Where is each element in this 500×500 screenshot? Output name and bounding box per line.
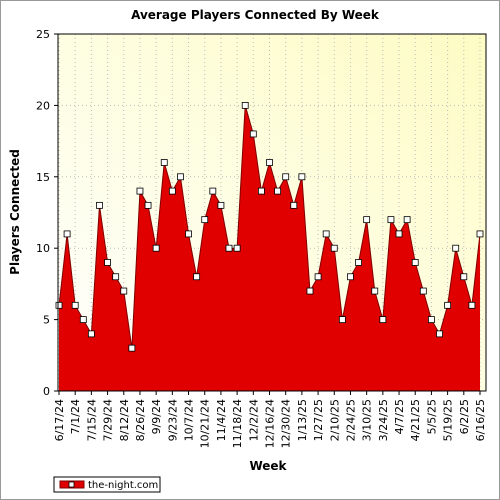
x-axis-label: Week: [249, 459, 287, 473]
point: [379, 316, 387, 324]
point: [128, 344, 136, 352]
y-tick-label: 25: [36, 28, 50, 41]
point: [266, 159, 273, 166]
point: [468, 301, 476, 309]
point: [193, 273, 201, 281]
x-tick-label: 11/4/24: [215, 399, 228, 441]
x-tick-label: 4/21/25: [409, 399, 422, 441]
point: [160, 159, 168, 166]
x-tick-label: 5/19/25: [442, 399, 455, 441]
point: [233, 244, 241, 252]
y-tick-label: 20: [36, 99, 50, 112]
x-tick-label: 9/9/24: [150, 399, 163, 434]
point: [241, 102, 249, 109]
point: [395, 230, 403, 238]
point: [436, 330, 443, 338]
x-tick-label: 2/24/25: [344, 399, 357, 441]
legend-marker: [68, 481, 75, 488]
point: [444, 301, 452, 309]
x-tick-label: 12/2/24: [247, 399, 260, 441]
point: [298, 173, 306, 181]
y-axis-label: Players Connected: [8, 149, 22, 275]
point: [249, 130, 257, 138]
point: [104, 259, 111, 266]
x-tick-label: 7/29/24: [102, 399, 115, 441]
point: [460, 273, 468, 281]
x-tick-label: 11/18/24: [231, 399, 244, 448]
point: [282, 173, 290, 181]
point: [120, 287, 128, 295]
x-tick-label: 6/2/25: [458, 399, 471, 434]
x-tick-label: 12/16/24: [264, 399, 277, 448]
point: [428, 316, 435, 324]
x-tick-label: 8/12/24: [118, 399, 131, 441]
point: [71, 301, 79, 309]
point: [306, 287, 314, 295]
point: [63, 230, 71, 238]
point: [152, 244, 160, 252]
point: [314, 273, 322, 281]
x-tick-label: 2/10/25: [328, 399, 341, 441]
point: [136, 187, 144, 195]
x-tick-label: 4/7/25: [393, 399, 406, 434]
x-tick-label: 12/30/24: [280, 399, 293, 448]
x-tick-label: 8/26/24: [134, 399, 147, 441]
x-tick-label: 6/16/25: [474, 399, 487, 441]
point: [347, 273, 354, 281]
point: [476, 230, 484, 238]
point: [274, 187, 281, 195]
point: [419, 287, 427, 295]
point: [371, 287, 379, 295]
point: [79, 316, 87, 324]
x-tick-label: 1/13/25: [296, 399, 309, 441]
point: [330, 244, 338, 252]
x-tick-label: 10/7/24: [183, 399, 196, 441]
point: [87, 330, 95, 338]
x-tick-label: 1/27/25: [312, 399, 325, 441]
point: [322, 230, 330, 238]
x-tick-label: 5/5/25: [425, 399, 438, 434]
point: [225, 244, 233, 252]
point: [411, 259, 419, 266]
point: [55, 301, 63, 309]
point: [452, 244, 460, 252]
y-tick-label: 5: [43, 314, 50, 327]
point: [258, 187, 265, 195]
point: [209, 187, 217, 195]
x-tick-label: 7/1/24: [69, 399, 82, 434]
point: [387, 216, 395, 224]
area-fill: [59, 105, 480, 392]
point: [185, 230, 192, 238]
x-tick-label: 10/21/24: [199, 399, 212, 448]
y-tick-label: 10: [36, 242, 50, 255]
x-tick-label: 3/10/25: [361, 399, 374, 441]
x-tick-label: 9/23/24: [166, 399, 179, 441]
y-tick-label: 0: [43, 385, 50, 398]
point: [355, 259, 362, 266]
x-tick-label: 3/24/25: [377, 399, 390, 441]
point: [144, 201, 152, 209]
point: [96, 201, 103, 209]
x-tick-label: 7/15/24: [85, 399, 98, 441]
point: [363, 216, 371, 224]
x-tick-label: 6/17/24: [53, 399, 66, 441]
chart-title: Average Players Connected By Week: [131, 8, 380, 22]
point: [177, 173, 184, 181]
point: [338, 316, 346, 324]
y-tick-label: 15: [36, 171, 50, 184]
point: [290, 201, 298, 209]
plot-border: [57, 33, 487, 392]
point: [112, 273, 120, 281]
legend-label: the-night.com: [88, 480, 158, 491]
point: [217, 201, 225, 209]
point: [403, 216, 411, 224]
point: [201, 216, 209, 224]
point: [168, 187, 176, 195]
